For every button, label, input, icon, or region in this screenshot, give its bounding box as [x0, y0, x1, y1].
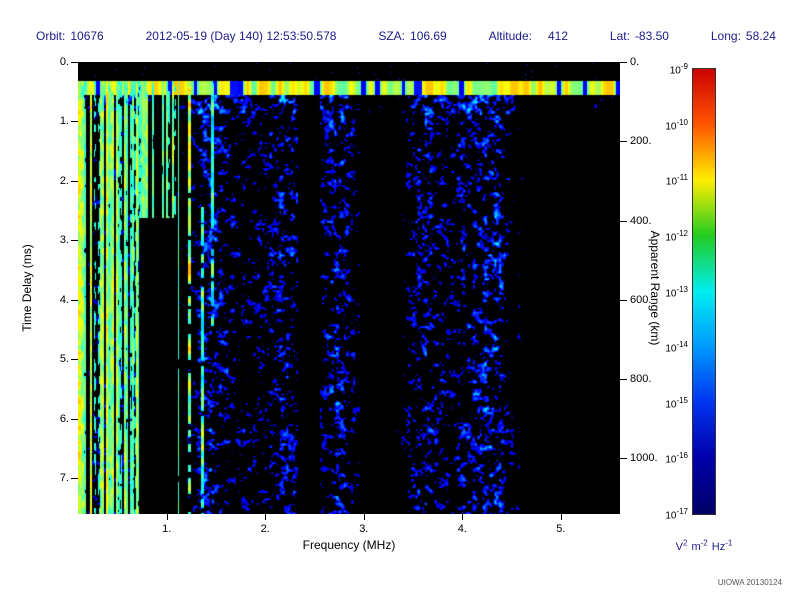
y-right-tick-mark	[620, 458, 627, 460]
colorbar-tick-label: 10-16	[665, 451, 688, 466]
colorbar-tick-label: 10-11	[665, 173, 688, 188]
y-left-tick-label: 2.	[59, 174, 69, 187]
sza-label: SZA:	[378, 29, 406, 43]
y-right-tick-mark	[620, 299, 627, 301]
y-left-tick-label: 6.	[59, 412, 69, 425]
x-tick-mark	[363, 514, 365, 520]
y-left-tick-mark	[71, 478, 78, 480]
y-left-tick-label: 3.	[59, 234, 69, 247]
x-tick-label: 5.	[556, 523, 566, 535]
x-tick-label: 3.	[359, 523, 369, 535]
colorbar-tick-label: 10-9	[669, 62, 688, 77]
longitude-label: Long:	[710, 29, 741, 43]
colorbar-tick-label: 10-10	[665, 117, 688, 132]
altitude-label: Altitude:	[488, 29, 532, 43]
unit-part: V2	[675, 538, 688, 553]
altitude-field: Altitude: 412	[489, 29, 568, 43]
colorbar-unit-label: V2 m-2 Hz-1	[676, 538, 733, 553]
x-tick-mark	[166, 514, 168, 520]
x-tick-mark	[462, 514, 464, 520]
y-left-tick-mark	[71, 299, 78, 301]
colorbar-tick-label: 10-15	[665, 395, 688, 411]
orbit-value: 10676	[70, 29, 104, 43]
x-tick-label: 1.	[162, 523, 172, 535]
y-right-tick-label: 200.	[630, 135, 652, 148]
y-left-tick-mark	[71, 240, 78, 242]
colorbar-tick-label: 10-14	[665, 340, 688, 355]
sza-field: SZA: 106.69	[378, 29, 446, 43]
y-right-tick-mark	[620, 62, 627, 63]
unit-part: Hz-1	[711, 538, 733, 553]
y-right-tick-label: 800.	[630, 373, 652, 386]
y-left-tick-label: 4.	[59, 293, 69, 306]
y-right-tick-label: 1000.	[630, 452, 658, 465]
longitude-field: Long: 58.24	[711, 29, 776, 43]
x-axis-title: Frequency (MHz)	[302, 538, 396, 552]
y-right-tick-mark	[620, 220, 627, 222]
colorbar	[692, 68, 716, 515]
y-left-tick-mark	[71, 62, 78, 63]
metadata-header: Orbit: 10676 2012-05-19 (Day 140) 12:53:5…	[36, 29, 776, 43]
y-left-tick-mark	[71, 121, 78, 123]
colorbar-tick-label: 10-17	[665, 507, 688, 522]
sza-value: 106.69	[410, 29, 447, 43]
colorbar-tick-label: 10-12	[665, 228, 688, 244]
orbit-field: Orbit: 10676	[36, 29, 104, 43]
latitude-label: Lat:	[609, 29, 630, 43]
y-left-tick-label: 0.	[59, 56, 69, 68]
datetime-field: 2012-05-19 (Day 140) 12:53:50.578	[145, 29, 337, 43]
y-left-tick-label: 1.	[59, 115, 69, 128]
x-tick-label: 4.	[457, 523, 467, 535]
latitude-field: Lat: -83.50	[610, 29, 669, 43]
y-left-tick-label: 5.	[59, 353, 69, 366]
y-right-tick-mark	[620, 141, 627, 143]
unit-part: m-2	[691, 538, 708, 553]
altitude-value: 412	[547, 29, 569, 43]
latitude-value: -83.50	[634, 29, 669, 43]
colorbar-tick-label: 10-13	[665, 284, 688, 299]
y-left-tick-mark	[71, 418, 78, 420]
y-left-tick-mark	[71, 359, 78, 361]
y-left-tick-mark	[71, 180, 78, 182]
watermark: UIOWA 20130124	[717, 578, 782, 587]
y-axis-left-title: Time Delay (ms)	[20, 244, 34, 332]
y-right-tick-label: 0.	[630, 56, 640, 68]
y-right-tick-mark	[620, 379, 627, 381]
y-right-tick-label: 600.	[630, 293, 652, 306]
longitude-value: 58.24	[745, 29, 776, 43]
y-right-tick-label: 400.	[630, 214, 652, 227]
x-tick-mark	[560, 514, 562, 520]
x-tick-mark	[265, 514, 267, 520]
spectrogram-canvas	[78, 62, 620, 514]
orbit-label: Orbit:	[36, 29, 66, 43]
y-left-tick-label: 7.	[59, 472, 69, 485]
x-tick-label: 2.	[260, 523, 270, 535]
